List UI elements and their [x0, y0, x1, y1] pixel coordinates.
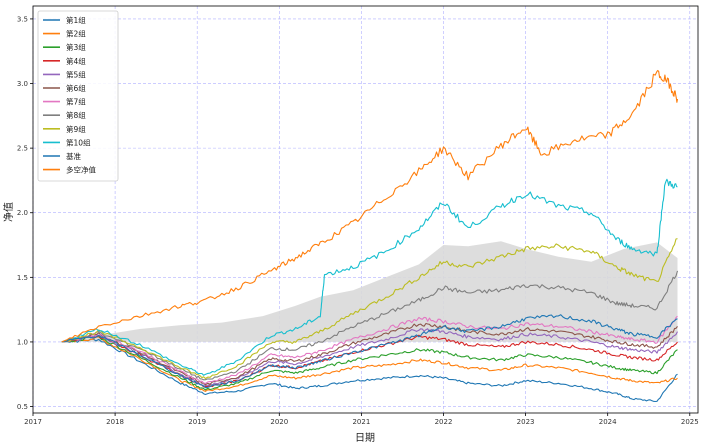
x-tick-label: 2018 [106, 418, 124, 426]
series-line-10 [61, 178, 678, 376]
series-line-7 [61, 315, 678, 385]
band-area [61, 241, 678, 342]
x-axis-label: 日期 [355, 432, 375, 444]
x-tick-label: 2021 [352, 418, 370, 426]
legend-label: 第10组 [66, 137, 91, 147]
y-tick-label: 2.5 [17, 145, 28, 153]
x-tick-label: 2024 [599, 418, 617, 426]
legend-label: 第3组 [66, 42, 86, 52]
legend-label: 第5组 [66, 69, 86, 79]
series-line-9 [61, 238, 678, 380]
x-axis: 2017 2018 2019 2020 2021 2022 2023 2024 2025 [24, 413, 699, 426]
series-line-1 [61, 338, 678, 403]
plot-frame [32, 5, 699, 414]
y-axis-label: 净值 [2, 202, 15, 222]
x-tick-label: 2025 [681, 418, 699, 426]
x-tick-label: 2022 [435, 418, 453, 426]
legend-label: 多空净值 [66, 165, 96, 175]
series-lines [61, 69, 679, 403]
legend-label: 第4组 [66, 56, 86, 66]
y-tick-label: 1.0 [17, 338, 28, 346]
y-axis: 0.5 1.0 1.5 2.0 2.5 3.0 3.5 [17, 15, 33, 411]
y-tick-label: 0.5 [17, 403, 28, 411]
legend-label: 第7组 [66, 97, 86, 107]
legend-label: 第9组 [66, 124, 86, 134]
legend-label: 第6组 [66, 83, 86, 93]
x-tick-label: 2019 [188, 418, 206, 426]
legend-label: 第1组 [66, 15, 86, 25]
series-line-8 [61, 270, 679, 381]
legend-box [37, 10, 119, 182]
series-line-11 [61, 314, 678, 389]
x-tick-label: 2020 [270, 418, 288, 426]
x-tick-label: 2023 [517, 418, 535, 426]
legend-label: 第8组 [66, 110, 86, 120]
legend-label: 第2组 [66, 29, 86, 39]
legend-label: 基准 [66, 151, 81, 161]
benchmark-band [61, 241, 678, 342]
y-tick-label: 1.5 [17, 274, 28, 282]
y-tick-label: 3.5 [17, 15, 28, 23]
series-line-5 [61, 328, 678, 387]
series-line-12 [61, 69, 679, 343]
series-line-3 [61, 335, 678, 391]
y-tick-label: 3.0 [17, 80, 28, 88]
x-tick-label: 2017 [24, 418, 42, 426]
y-tick-label: 2.0 [17, 209, 28, 217]
